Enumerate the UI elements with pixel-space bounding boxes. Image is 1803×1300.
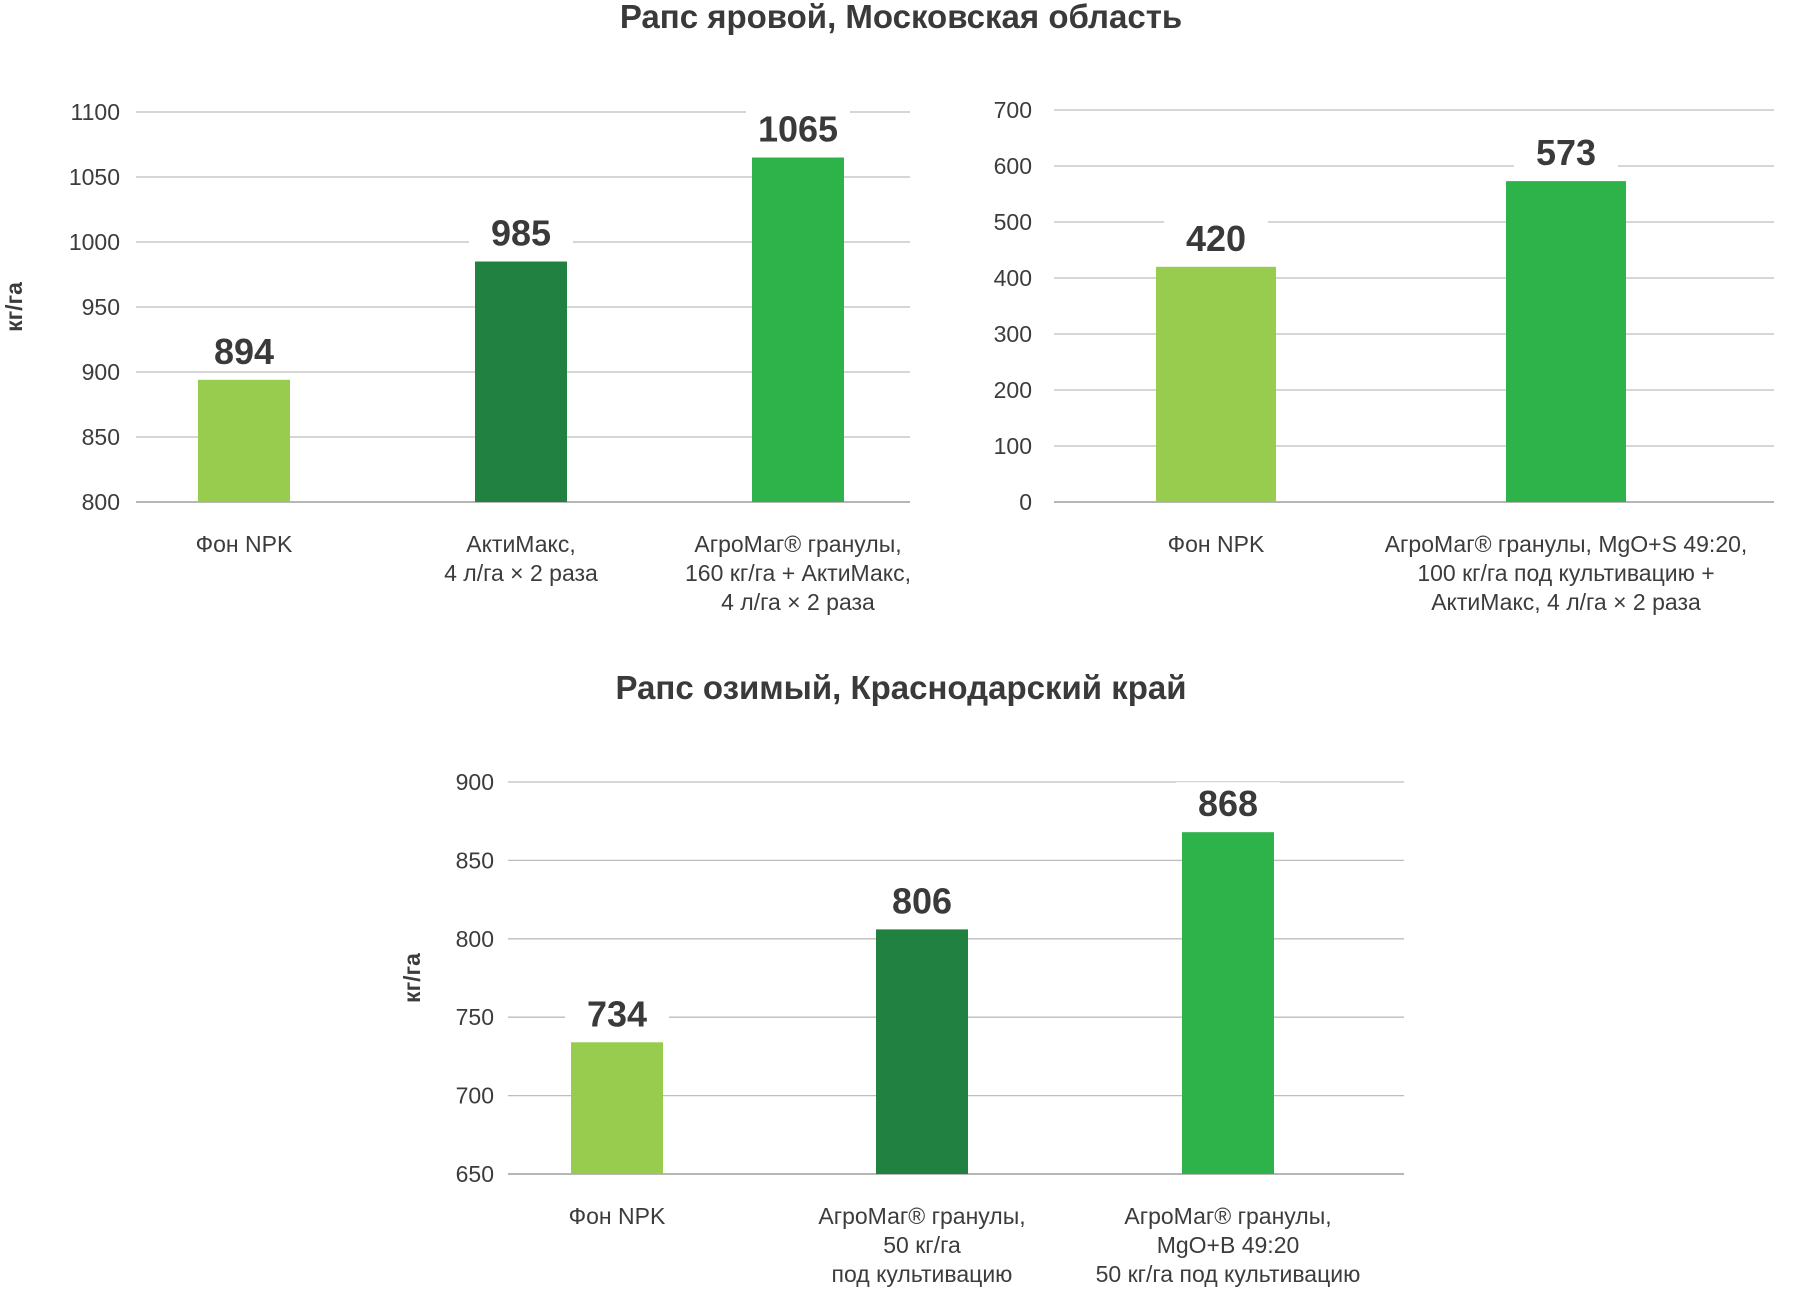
chart-winter-krasnodar: 650 700 750 800 850 900 кг/га 734 Фон NPK 806 Агро… (399, 769, 1404, 1287)
category-label-line: Фон NPK (1168, 531, 1265, 557)
category-label-line: 4 л/га × 2 раза (721, 589, 875, 615)
category-label-line: 4 л/га × 2 раза (444, 560, 598, 586)
category-label: АктиМакс, 4 л/га × 2 раза (444, 531, 598, 586)
category-label-line: 50 кг/га (883, 1232, 961, 1258)
y-tick-label: 1050 (69, 164, 120, 190)
bar (571, 1042, 663, 1174)
y-tick-label: 1100 (71, 99, 120, 125)
bar (1182, 832, 1274, 1174)
category-label-line: под культивацию (832, 1261, 1013, 1287)
y-tick-label: 950 (82, 294, 120, 320)
category-label: АгроМаг® гранулы, 50 кг/га под культивацию (818, 1203, 1025, 1287)
category-label: АгроМаг® гранулы, MgO+S 49:20, 100 кг/га … (1385, 531, 1748, 615)
category-label-line: АктиМакс, (466, 531, 575, 557)
value-label: 420 (1186, 218, 1246, 259)
y-tick-label: 700 (994, 97, 1032, 123)
y-tick-label: 1000 (69, 229, 120, 255)
y-tick-label: 850 (456, 847, 494, 873)
value-label-bg (1176, 782, 1280, 823)
category-label-line: 50 кг/га под культивацию (1096, 1261, 1361, 1287)
y-tick-label: 650 (456, 1161, 494, 1187)
y-tick-label: 850 (82, 424, 120, 450)
value-label: 573 (1536, 132, 1596, 173)
y-tick-label: 800 (82, 489, 120, 515)
category-label-line: АгроМаг® гранулы, (818, 1203, 1025, 1229)
value-label-bg (870, 879, 974, 920)
bar (198, 379, 290, 502)
category-label-line: Фон NPK (196, 531, 293, 557)
value-label: 1065 (758, 109, 838, 150)
category-label-line: АгроМаг® гранулы, MgO+S 49:20, (1385, 531, 1748, 557)
y-tick-label: 900 (456, 769, 494, 795)
y-axis-label: кг/га (399, 953, 425, 1003)
y-tick-label: 800 (456, 926, 494, 952)
y-tick-label: 750 (456, 1004, 494, 1030)
category-label-line: 160 кг/га + АктиМакс, (685, 560, 911, 586)
bar (1156, 266, 1276, 502)
value-label-bg (565, 992, 669, 1033)
category-label-line: Фон NPK (569, 1203, 666, 1229)
y-tick-label: 700 (456, 1083, 494, 1109)
y-tick-label: 200 (994, 377, 1032, 403)
bar (752, 157, 844, 502)
bar (876, 929, 968, 1174)
category-label-line: MgO+B 49:20 (1157, 1232, 1300, 1258)
category-label: АгроМаг® гранулы, MgO+B 49:20 50 кг/га под… (1096, 1203, 1361, 1287)
value-label: 985 (491, 213, 551, 254)
category-label-line: АктиМакс, 4 л/га × 2 раза (1431, 589, 1701, 615)
chart-spring-moscow-1: 800 850 900 950 1000 1050 1100 кг/га 894 Фон NPK 9… (1, 99, 911, 615)
value-label: 806 (892, 880, 952, 921)
value-label-bg (469, 211, 573, 252)
category-label: Фон NPK (196, 531, 293, 557)
y-tick-label: 600 (994, 153, 1032, 179)
category-label-line: АгроМаг® гранулы, (694, 531, 901, 557)
value-label-bg (746, 107, 850, 148)
y-tick-label: 500 (994, 209, 1032, 235)
y-tick-label: 100 (994, 433, 1032, 459)
y-tick-label: 0 (1019, 489, 1032, 515)
bar (475, 261, 567, 502)
y-tick-label: 400 (994, 265, 1032, 291)
section-title-spring-rapeseed: Рапс яровой, Московская область (620, 0, 1182, 35)
category-label-line: АгроМаг® гранулы, (1124, 1203, 1331, 1229)
value-label: 734 (587, 993, 647, 1034)
y-tick-label: 900 (82, 359, 120, 385)
category-label: АгроМаг® гранулы, 160 кг/га + АктиМакс, 4 … (685, 531, 911, 615)
value-label: 868 (1198, 783, 1258, 824)
category-label: Фон NPK (1168, 531, 1265, 557)
y-axis-label: кг/га (1, 282, 27, 332)
value-label: 894 (214, 331, 274, 372)
bar (1506, 181, 1626, 502)
chart-spring-moscow-2: 0 100 200 300 400 500 600 700 420 Фон NPK 573 АгроМ… (994, 97, 1774, 615)
value-label-bg (192, 329, 296, 370)
y-tick-label: 300 (994, 321, 1032, 347)
category-label-line: 100 кг/га под культивацию + (1417, 560, 1714, 586)
section-title-winter-rapeseed: Рапс озимый, Краснодарский край (615, 669, 1186, 706)
value-label-bg (1514, 131, 1618, 172)
value-label-bg (1164, 216, 1268, 257)
category-label: Фон NPK (569, 1203, 666, 1229)
